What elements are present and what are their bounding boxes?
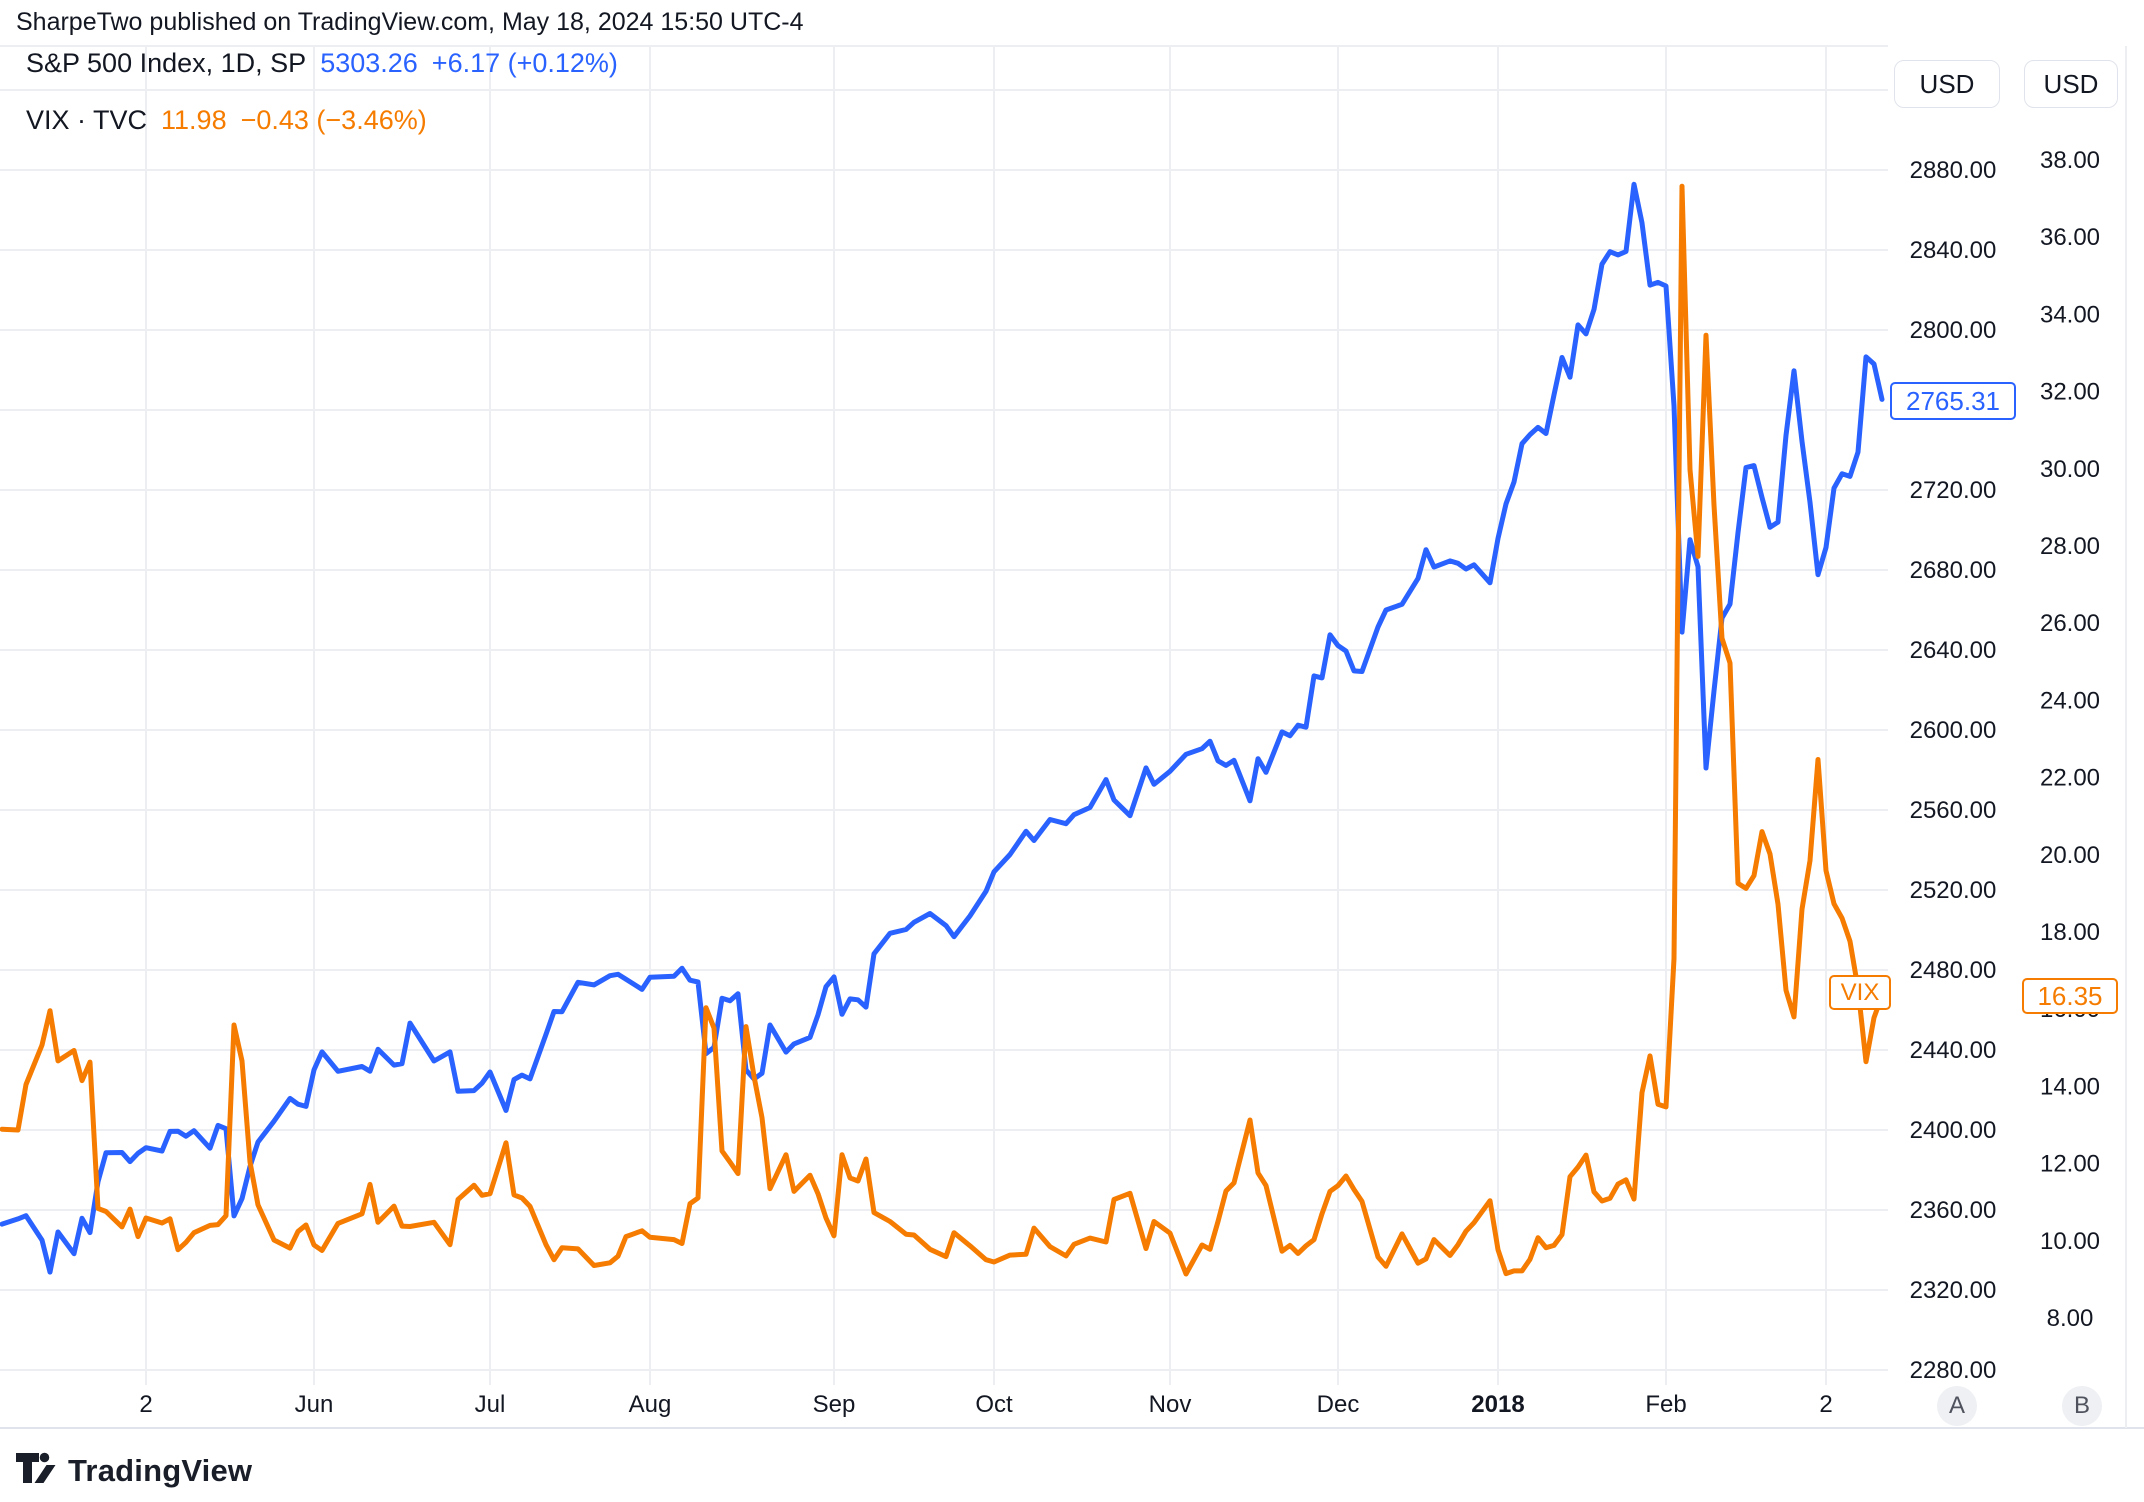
sp-axis-tick-label: 2440.00 — [1910, 1037, 1997, 1064]
price-scale-a-button[interactable]: A — [1937, 1386, 1977, 1426]
vix-axis-tick-label: 20.00 — [2040, 842, 2100, 869]
time-axis-label: 2018 — [1471, 1391, 1524, 1418]
tradingview-logo-icon — [16, 1450, 56, 1491]
legend-row-vix[interactable]: VIX · TVC 11.98 −0.43 (−3.46%) — [26, 105, 618, 136]
brand-name: TradingView — [68, 1452, 253, 1488]
vix-axis-tick-label: 18.00 — [2040, 919, 2100, 946]
time-axis-label: Oct — [975, 1391, 1013, 1418]
sp-axis-tick-label: 2480.00 — [1910, 957, 1997, 984]
vix-axis-tick-label: 38.00 — [2040, 147, 2100, 174]
time-axis-label: Feb — [1645, 1391, 1686, 1418]
time-axis-label: Nov — [1149, 1391, 1192, 1418]
sp500-change: +6.17 (+0.12%) — [431, 48, 618, 78]
sp-axis-tick-label: 2600.00 — [1910, 717, 1997, 744]
sp-axis-tick-label: 2840.00 — [1910, 237, 1997, 264]
sp-axis-tick-label: 2560.00 — [1910, 797, 1997, 824]
sp-price-axis[interactable]: 2880.002840.002800.002760.002720.002680.… — [1910, 157, 1997, 1384]
sp500-last-price: 5303.26 — [320, 48, 418, 78]
sp-axis-tick-label: 2880.00 — [1910, 157, 1997, 184]
sp500-series-line[interactable] — [0, 181, 1885, 1275]
vix-axis-tick-label: 14.00 — [2040, 1073, 2100, 1100]
vix-series-line[interactable] — [0, 183, 1885, 1277]
sp-axis-tick-label: 2280.00 — [1910, 1357, 1997, 1384]
vix-axis-tick-label: 34.00 — [2040, 301, 2100, 328]
vix-axis-tick-label: 30.00 — [2040, 456, 2100, 483]
time-axis-label: Jun — [295, 1391, 334, 1418]
currency-button-vix-scale[interactable]: USD — [2024, 60, 2118, 108]
time-axis-label: Dec — [1317, 1391, 1360, 1418]
time-axis-label: Jul — [475, 1391, 506, 1418]
time-axis-label: Aug — [629, 1391, 672, 1418]
sp-axis-tick-label: 2320.00 — [1910, 1277, 1997, 1304]
vix-axis-tick-label: 28.00 — [2040, 533, 2100, 560]
vix-last-price-axis-label: 16.35 — [2022, 978, 2118, 1014]
vix-change: −0.43 (−3.46%) — [240, 105, 427, 135]
vix-series-tag[interactable]: VIX — [1829, 975, 1891, 1010]
time-axis-label: 2 — [1819, 1391, 1832, 1418]
sp-axis-tick-label: 2640.00 — [1910, 637, 1997, 664]
sp500-symbol-title[interactable]: S&P 500 Index, 1D, SP — [26, 48, 307, 78]
price-grid — [0, 45, 2144, 1429]
vix-axis-tick-label: 10.00 — [2040, 1228, 2100, 1255]
vix-axis-tick-label: 36.00 — [2040, 224, 2100, 251]
vix-last-price: 11.98 — [161, 105, 227, 135]
time-axis[interactable]: 2 Jun Jul Aug Sep Oct Nov Dec 2018 Feb 2 — [139, 1391, 1832, 1418]
sp-axis-tick-label: 2680.00 — [1910, 557, 1997, 584]
sp-axis-tick-label: 2720.00 — [1910, 477, 1997, 504]
attribution-line: SharpeTwo published on TradingView.com, … — [16, 8, 804, 36]
time-axis-label: Sep — [813, 1391, 856, 1418]
vix-axis-tick-label: 24.00 — [2040, 687, 2100, 714]
chart-legend: S&P 500 Index, 1D, SP 5303.26 +6.17 (+0.… — [26, 48, 618, 162]
currency-button-sp-scale[interactable]: USD — [1894, 60, 2000, 108]
vix-axis-tick-label: 12.00 — [2040, 1151, 2100, 1178]
vix-axis-tick-label: 8.00 — [2047, 1305, 2094, 1332]
vix-axis-tick-label: 22.00 — [2040, 765, 2100, 792]
vix-axis-tick-label: 26.00 — [2040, 610, 2100, 637]
tradingview-branding[interactable]: TradingView — [16, 1450, 252, 1491]
vix-axis-tick-label: 32.00 — [2040, 379, 2100, 406]
sp-axis-tick-label: 2520.00 — [1910, 877, 1997, 904]
vix-symbol-title[interactable]: VIX · TVC — [26, 105, 148, 135]
price-scale-b-button[interactable]: B — [2062, 1386, 2102, 1426]
legend-row-sp500[interactable]: S&P 500 Index, 1D, SP 5303.26 +6.17 (+0.… — [26, 48, 618, 79]
sp-axis-tick-label: 2400.00 — [1910, 1117, 1997, 1144]
sp-axis-tick-label: 2360.00 — [1910, 1197, 1997, 1224]
time-axis-label: 2 — [139, 1391, 152, 1418]
vix-price-axis[interactable]: 38.00 36.00 34.00 32.00 30.00 28.00 26.00 24.00… — [2040, 147, 2100, 1332]
sp-axis-tick-label: 2800.00 — [1910, 317, 1997, 344]
sp500-last-price-axis-label: 2765.31 — [1890, 382, 2016, 420]
